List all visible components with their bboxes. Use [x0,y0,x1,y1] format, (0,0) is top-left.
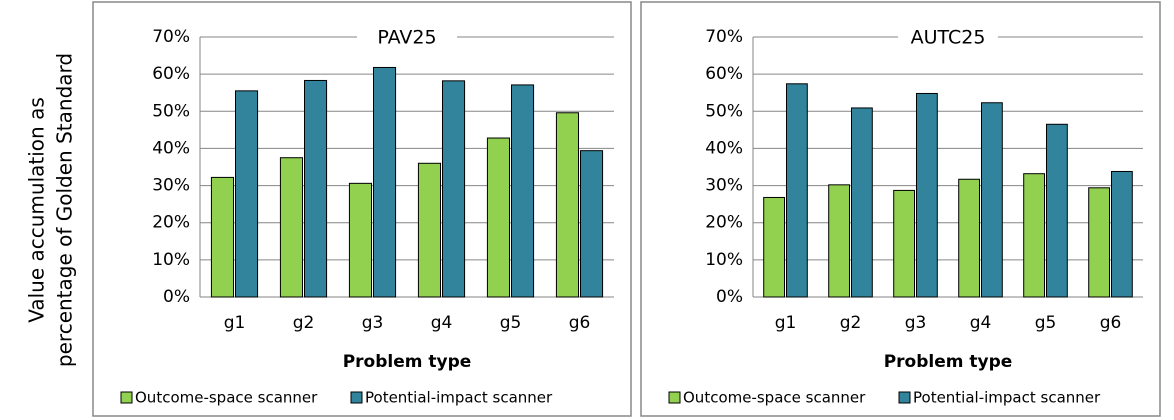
x-tick-label: g1 [224,313,246,333]
bar [373,66,397,298]
x-tick-label: g3 [905,313,927,333]
y-tick-label: 30% [705,176,743,196]
y-tick-label: 70% [705,27,743,47]
bar [210,176,234,298]
bar [279,157,304,298]
x-tick-label: g3 [362,313,384,333]
bar [1111,170,1133,298]
legend-swatch [350,391,363,404]
y-tick-label: 20% [152,213,190,233]
legend-label: Potential-impact scanner [365,389,553,407]
y-tick-label: 0% [163,287,190,307]
bar [1023,173,1046,298]
bar [958,178,981,298]
x-tick-label: g6 [569,313,591,333]
y-tick-label: 60% [152,64,190,84]
bar [1088,187,1110,298]
bar [828,184,851,298]
chart-title: AUTC25 [911,27,986,49]
legend-swatch [898,391,911,404]
title-bg [898,23,998,51]
bar [786,83,808,298]
x-tick-label: g1 [775,313,797,333]
y-tick-label: 50% [152,101,190,121]
bar [916,92,938,298]
legend-swatch [120,391,133,404]
title-bg [357,23,457,51]
bar [348,182,373,298]
y-tick-label: 70% [152,27,190,47]
bar [304,79,328,298]
bar [417,162,442,298]
bar [851,107,873,298]
x-axis-label: Problem type [343,352,472,372]
x-tick-label: g5 [500,313,522,333]
y-tick-label: 40% [705,138,743,158]
x-tick-label: g4 [431,313,453,333]
bar [442,80,466,298]
y-tick-label: 0% [716,287,743,307]
y-tick-label: 60% [705,64,743,84]
x-tick-label: g2 [840,313,862,333]
bar [511,84,535,298]
legend-label: Potential-impact scanner [913,389,1101,407]
bar [486,137,511,298]
y-axis-label: Value accumulation as [25,97,49,323]
y-tick-label: 30% [152,176,190,196]
x-axis-label: Problem type [884,352,1013,372]
bar [580,150,604,298]
bar [235,90,259,298]
legend-label: Outcome-space scanner [683,389,866,407]
y-axis-label: percentage of Golden Standard [53,53,77,367]
legend-swatch [668,391,681,404]
chart-title: PAV25 [377,27,436,49]
bar [981,102,1003,298]
y-tick-label: 10% [152,250,190,270]
y-tick-label: 50% [705,101,743,121]
x-tick-label: g5 [1035,313,1057,333]
y-tick-label: 40% [152,138,190,158]
bar [893,189,916,298]
x-tick-label: g4 [970,313,992,333]
bar [763,196,786,298]
bar [1046,123,1068,298]
x-tick-label: g6 [1100,313,1122,333]
legend-label: Outcome-space scanner [135,389,318,407]
y-tick-label: 20% [705,213,743,233]
x-tick-label: g2 [293,313,315,333]
y-tick-label: 10% [705,250,743,270]
bar [555,112,579,298]
chart-frame [92,1,632,417]
chart-frame [640,1,1161,417]
